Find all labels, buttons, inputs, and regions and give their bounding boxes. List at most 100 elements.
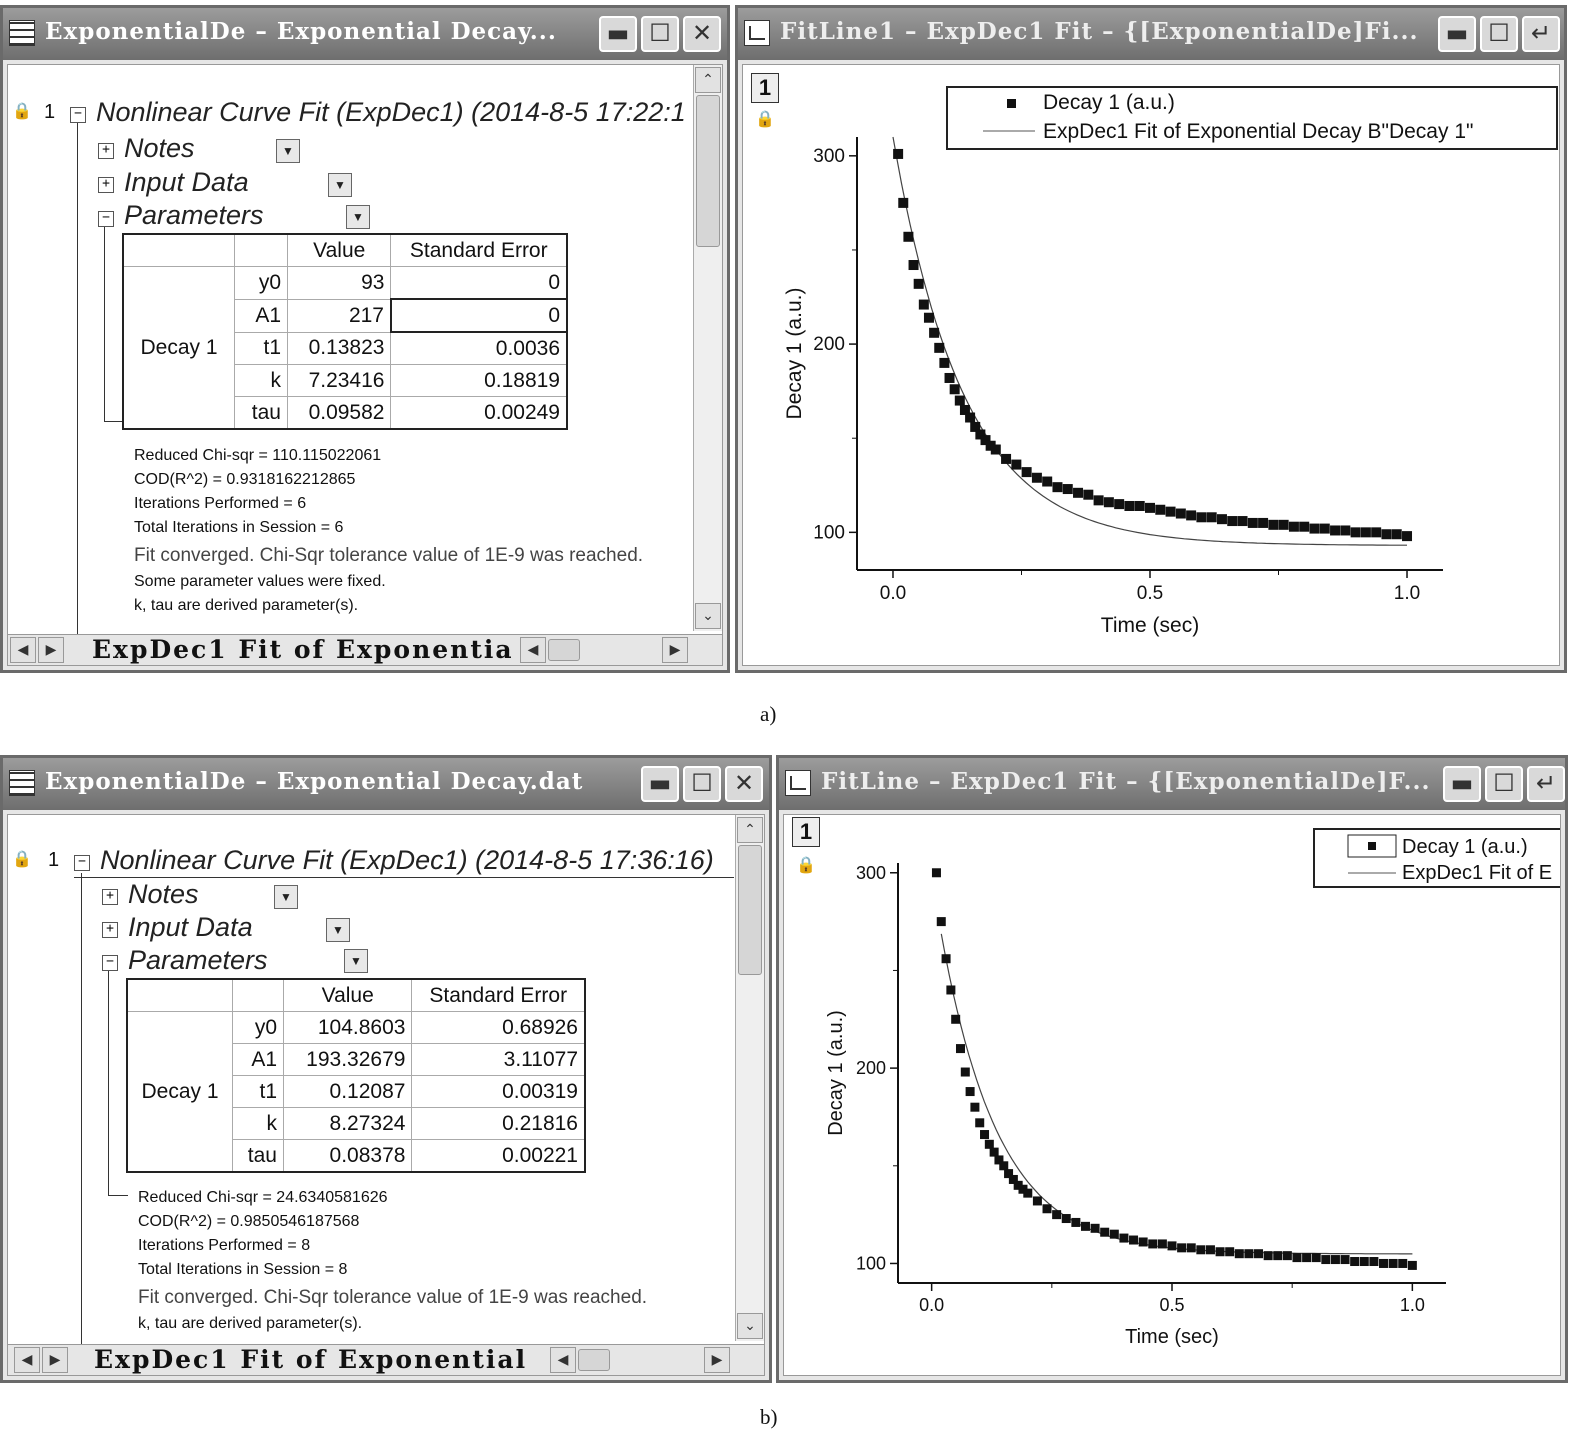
maximize-button[interactable]: ☐ (683, 766, 721, 802)
report-titlebar-a[interactable]: ExponentialDe – Exponential Decay... ▬ ☐… (3, 8, 727, 60)
expand-icon[interactable]: + (102, 889, 118, 905)
param-value[interactable]: 104.8603 (282, 1011, 413, 1044)
param-value[interactable]: 93 (286, 266, 392, 300)
dropdown-arrow-icon[interactable]: ▼ (326, 918, 350, 942)
lock-icon[interactable]: 🔒 (755, 111, 775, 128)
section-parameters[interactable]: Parameters (124, 200, 264, 230)
maximize-button[interactable]: ☐ (1485, 766, 1523, 802)
restore-button[interactable]: ↵ (1527, 766, 1565, 802)
data-point (1319, 523, 1330, 534)
param-error[interactable]: 0.21816 (411, 1107, 586, 1140)
minimize-button[interactable]: ▬ (599, 16, 637, 52)
tab-next-icon[interactable]: ▶ (42, 1347, 68, 1373)
maximize-button[interactable]: ☐ (1480, 16, 1518, 52)
section-notes[interactable]: Notes (124, 133, 195, 163)
legend-box[interactable]: Decay 1 (a.u.) ExpDec1 Fit of Exponentia… (946, 86, 1558, 150)
tab-next-icon[interactable]: ▶ (38, 637, 64, 663)
sheet-tab[interactable]: ExpDec1 Fit of Exponential (94, 1345, 528, 1374)
vertical-scrollbar[interactable]: ⌃ ⌄ (693, 65, 722, 631)
dropdown-arrow-icon[interactable]: ▼ (346, 205, 370, 229)
section-input-data[interactable]: Input Data (128, 912, 253, 942)
close-button[interactable]: ✕ (683, 16, 721, 52)
report-window-a[interactable]: ExponentialDe – Exponential Decay... ▬ ☐… (0, 5, 730, 673)
dropdown-arrow-icon[interactable]: ▼ (274, 885, 298, 909)
tab-prev-icon[interactable]: ◀ (10, 637, 36, 663)
decay-chart-a[interactable]: 0.0 0.5 1.0 100 200 300 Time (sec) Decay 1 (a.u… (743, 65, 1560, 665)
scroll-down-icon[interactable]: ⌄ (695, 603, 721, 629)
param-error[interactable]: 0.00319 (411, 1075, 586, 1108)
restore-button[interactable]: ↵ (1522, 16, 1560, 52)
expand-icon[interactable]: + (98, 143, 114, 159)
data-point (1407, 1260, 1417, 1270)
param-error[interactable]: 3.11077 (411, 1043, 586, 1076)
graph-window-a[interactable]: FitLine1 – ExpDec1 Fit – {[ExponentialDe… (735, 5, 1567, 673)
scroll-left-icon[interactable]: ◀ (520, 637, 546, 663)
vertical-scrollbar[interactable]: ⌃ ⌄ (735, 815, 764, 1341)
lock-icon[interactable]: 🔒 (12, 103, 32, 120)
scroll-right-icon[interactable]: ▶ (704, 1347, 730, 1373)
plot-area: 0.0 0.5 1.0 100 200 300 Time (sec) Decay 1 (a.u… (825, 863, 1446, 1348)
lock-icon[interactable]: 🔒 (796, 857, 816, 874)
expand-icon[interactable]: + (98, 177, 114, 193)
param-error[interactable]: 0.68926 (411, 1011, 586, 1044)
section-notes[interactable]: Notes (128, 879, 199, 909)
section-parameters[interactable]: Parameters (128, 945, 268, 975)
param-error[interactable]: 0 (389, 298, 569, 333)
maximize-button[interactable]: ☐ (641, 16, 679, 52)
param-value[interactable]: 193.32679 (282, 1043, 413, 1076)
param-error[interactable]: 0.00249 (390, 396, 568, 430)
param-value[interactable]: 8.27324 (282, 1107, 413, 1140)
dropdown-arrow-icon[interactable]: ▼ (276, 139, 300, 163)
close-button[interactable]: ✕ (725, 766, 763, 802)
param-value[interactable]: 0.08378 (282, 1139, 413, 1173)
graph-titlebar-b[interactable]: FitLine – ExpDec1 Fit – {[ExponentialDe]… (779, 758, 1565, 810)
param-value[interactable]: 217 (286, 298, 392, 333)
tab-prev-icon[interactable]: ◀ (14, 1347, 40, 1373)
param-value[interactable]: 0.12087 (282, 1075, 413, 1108)
scroll-down-icon[interactable]: ⌄ (737, 1313, 763, 1339)
report-window-b[interactable]: ExponentialDe – Exponential Decay.dat ▬ … (0, 755, 772, 1383)
param-error[interactable]: 0.00221 (411, 1139, 586, 1173)
param-error[interactable]: 0.0036 (390, 331, 568, 365)
data-point (946, 985, 956, 995)
h-scroll-thumb[interactable] (578, 1349, 610, 1371)
collapse-icon[interactable]: − (70, 107, 86, 123)
data-point (984, 1139, 994, 1149)
layer-button[interactable]: 1 (751, 73, 779, 103)
scroll-thumb[interactable] (738, 845, 762, 975)
scroll-right-icon[interactable]: ▶ (662, 637, 688, 663)
param-error[interactable]: 0 (390, 266, 568, 300)
sheet-tab[interactable]: ExpDec1 Fit of Exponentia (92, 635, 514, 664)
decay-chart-b[interactable]: 0.0 0.5 1.0 100 200 300 Time (sec) Decay 1 (a.u… (784, 815, 1561, 1376)
lock-icon[interactable]: 🔒 (12, 851, 32, 868)
collapse-icon[interactable]: − (74, 855, 90, 871)
data-point (1398, 1258, 1408, 1268)
param-value[interactable]: 0.13823 (286, 331, 392, 365)
stat-line: Total Iterations in Session = 8 (138, 1261, 348, 1278)
minimize-button[interactable]: ▬ (1438, 16, 1476, 52)
scroll-up-icon[interactable]: ⌃ (695, 67, 721, 93)
param-value[interactable]: 7.23416 (286, 364, 392, 397)
scroll-thumb[interactable] (696, 95, 720, 247)
scroll-up-icon[interactable]: ⌃ (737, 817, 763, 843)
collapse-icon[interactable]: − (98, 211, 114, 227)
layer-button[interactable]: 1 (792, 817, 820, 847)
report-titlebar-b[interactable]: ExponentialDe – Exponential Decay.dat ▬ … (3, 758, 769, 810)
data-point (934, 342, 945, 353)
scroll-left-icon[interactable]: ◀ (550, 1347, 576, 1373)
legend-box[interactable]: Decay 1 (a.u.) ExpDec1 Fit of E (1313, 828, 1561, 888)
dropdown-arrow-icon[interactable]: ▼ (328, 173, 352, 197)
minimize-button[interactable]: ▬ (1443, 766, 1481, 802)
data-point (1031, 472, 1042, 483)
graph-titlebar-a[interactable]: FitLine1 – ExpDec1 Fit – {[ExponentialDe… (738, 8, 1564, 60)
minimize-button[interactable]: ▬ (641, 766, 679, 802)
param-value[interactable]: 0.09582 (286, 396, 392, 430)
expand-icon[interactable]: + (102, 922, 118, 938)
section-input-data[interactable]: Input Data (124, 167, 249, 197)
collapse-icon[interactable]: − (102, 955, 118, 971)
h-scroll-thumb[interactable] (548, 639, 580, 661)
graph-window-b[interactable]: FitLine – ExpDec1 Fit – {[ExponentialDe]… (776, 755, 1568, 1383)
table-row: t1 0.12087 0.00319 (127, 1075, 586, 1108)
param-error[interactable]: 0.18819 (390, 364, 568, 397)
dropdown-arrow-icon[interactable]: ▼ (344, 949, 368, 973)
